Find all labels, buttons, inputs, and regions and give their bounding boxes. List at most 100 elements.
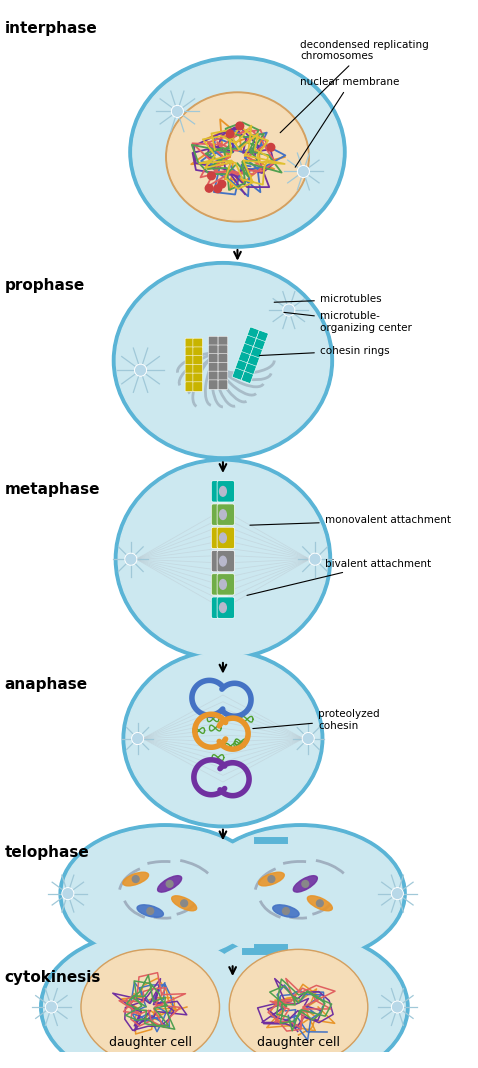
FancyBboxPatch shape xyxy=(235,360,247,372)
FancyBboxPatch shape xyxy=(232,368,244,380)
Ellipse shape xyxy=(82,951,218,1064)
Text: microtuble-
organizing center: microtuble- organizing center xyxy=(284,311,412,332)
Circle shape xyxy=(282,908,289,914)
Circle shape xyxy=(309,553,321,565)
Circle shape xyxy=(45,1001,57,1012)
Ellipse shape xyxy=(168,94,307,220)
Ellipse shape xyxy=(122,649,324,828)
Circle shape xyxy=(125,553,137,565)
Ellipse shape xyxy=(273,905,299,917)
Text: decondensed replicating
chromosomes: decondensed replicating chromosomes xyxy=(280,40,429,132)
Ellipse shape xyxy=(166,92,309,222)
Ellipse shape xyxy=(112,262,334,459)
Circle shape xyxy=(299,167,308,176)
Circle shape xyxy=(133,734,142,743)
FancyBboxPatch shape xyxy=(185,382,195,392)
Ellipse shape xyxy=(219,602,226,613)
Ellipse shape xyxy=(129,57,346,248)
Circle shape xyxy=(147,908,153,914)
FancyBboxPatch shape xyxy=(208,336,218,346)
FancyBboxPatch shape xyxy=(218,372,228,381)
Circle shape xyxy=(391,1001,403,1012)
FancyBboxPatch shape xyxy=(218,362,228,372)
Text: monovalent attachment: monovalent attachment xyxy=(250,516,451,525)
Text: daughter cell: daughter cell xyxy=(257,1036,340,1049)
Ellipse shape xyxy=(81,949,219,1065)
Circle shape xyxy=(310,554,320,564)
FancyBboxPatch shape xyxy=(250,347,262,359)
Ellipse shape xyxy=(219,580,226,590)
Text: cytokinesis: cytokinesis xyxy=(5,970,101,985)
Circle shape xyxy=(132,876,139,882)
Circle shape xyxy=(236,122,244,130)
Text: prophase: prophase xyxy=(5,278,85,293)
FancyBboxPatch shape xyxy=(218,336,228,346)
FancyBboxPatch shape xyxy=(241,344,253,356)
Circle shape xyxy=(316,900,323,907)
Ellipse shape xyxy=(126,654,320,823)
FancyBboxPatch shape xyxy=(253,339,265,350)
FancyBboxPatch shape xyxy=(193,339,203,348)
Circle shape xyxy=(392,889,402,898)
Circle shape xyxy=(218,180,226,188)
FancyBboxPatch shape xyxy=(241,372,253,383)
Circle shape xyxy=(214,185,222,192)
Text: bivalent attachment: bivalent attachment xyxy=(247,559,431,595)
FancyBboxPatch shape xyxy=(185,339,195,348)
Circle shape xyxy=(135,364,146,376)
Circle shape xyxy=(136,365,145,375)
Circle shape xyxy=(63,889,73,898)
FancyBboxPatch shape xyxy=(217,528,235,549)
Ellipse shape xyxy=(231,951,366,1064)
Circle shape xyxy=(226,130,234,138)
Circle shape xyxy=(166,880,173,888)
FancyBboxPatch shape xyxy=(247,355,259,367)
FancyBboxPatch shape xyxy=(247,327,259,339)
Circle shape xyxy=(62,888,74,899)
Circle shape xyxy=(298,166,309,177)
Text: proteolyzed
cohesin: proteolyzed cohesin xyxy=(253,709,380,731)
Circle shape xyxy=(132,733,143,744)
FancyBboxPatch shape xyxy=(218,354,228,363)
FancyBboxPatch shape xyxy=(193,347,203,357)
Text: telophase: telophase xyxy=(5,845,89,860)
Circle shape xyxy=(283,304,294,316)
Ellipse shape xyxy=(219,487,226,497)
Ellipse shape xyxy=(219,533,226,543)
Ellipse shape xyxy=(123,873,149,885)
FancyBboxPatch shape xyxy=(211,597,229,618)
FancyBboxPatch shape xyxy=(211,574,229,595)
Circle shape xyxy=(284,305,293,315)
FancyBboxPatch shape xyxy=(217,574,235,595)
Ellipse shape xyxy=(293,876,317,892)
Ellipse shape xyxy=(133,60,342,245)
Circle shape xyxy=(392,1002,402,1011)
Ellipse shape xyxy=(63,828,267,959)
FancyBboxPatch shape xyxy=(185,347,195,357)
FancyBboxPatch shape xyxy=(185,373,195,382)
FancyBboxPatch shape xyxy=(217,550,235,571)
FancyBboxPatch shape xyxy=(211,550,229,571)
Ellipse shape xyxy=(259,873,284,885)
FancyBboxPatch shape xyxy=(217,504,235,525)
Circle shape xyxy=(207,172,216,179)
Ellipse shape xyxy=(188,930,409,1068)
Ellipse shape xyxy=(59,823,271,963)
Circle shape xyxy=(391,888,403,899)
Circle shape xyxy=(173,107,182,116)
Ellipse shape xyxy=(219,509,226,519)
Circle shape xyxy=(304,734,313,743)
FancyBboxPatch shape xyxy=(245,844,307,944)
FancyBboxPatch shape xyxy=(244,335,256,347)
Ellipse shape xyxy=(158,876,182,892)
Ellipse shape xyxy=(229,949,368,1065)
Ellipse shape xyxy=(219,556,226,566)
Circle shape xyxy=(205,185,213,192)
Text: daughter cell: daughter cell xyxy=(109,1036,192,1049)
FancyBboxPatch shape xyxy=(211,481,229,502)
Ellipse shape xyxy=(43,934,257,1068)
FancyBboxPatch shape xyxy=(193,356,203,365)
FancyBboxPatch shape xyxy=(185,356,195,365)
Ellipse shape xyxy=(114,458,331,660)
Circle shape xyxy=(126,554,136,564)
